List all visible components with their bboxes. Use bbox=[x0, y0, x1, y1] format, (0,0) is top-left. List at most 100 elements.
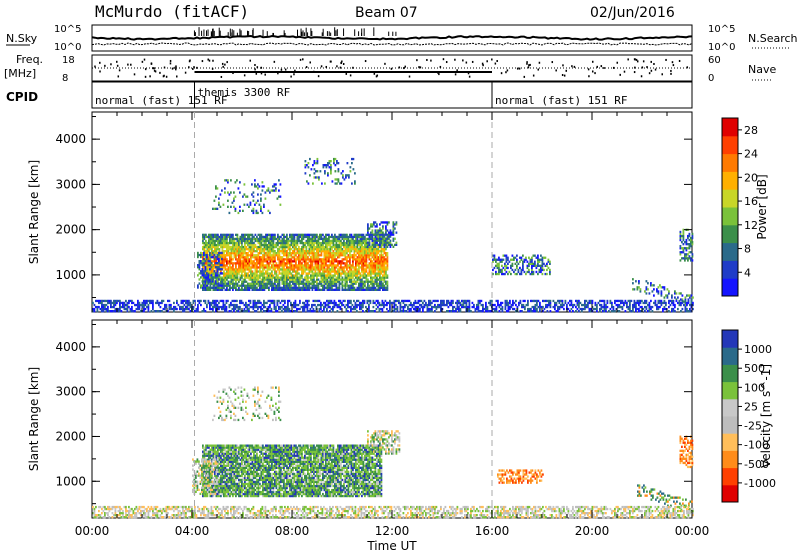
scatter-cell bbox=[335, 286, 338, 289]
scatter-cell bbox=[222, 305, 225, 309]
scatter-cell bbox=[313, 237, 315, 241]
scatter-cell bbox=[257, 301, 259, 305]
scatter-cell bbox=[346, 260, 348, 263]
scatter-cell bbox=[311, 282, 314, 285]
scatter-cell bbox=[215, 239, 218, 243]
scatter-cell bbox=[367, 245, 369, 248]
scatter-cell bbox=[467, 299, 469, 303]
freq-dot bbox=[565, 69, 568, 72]
freq-dot bbox=[127, 63, 129, 66]
scatter-cell bbox=[205, 243, 207, 247]
scatter-cell bbox=[341, 237, 344, 241]
scatter-cell bbox=[323, 256, 326, 259]
scatter-cell bbox=[298, 262, 300, 265]
scatter-cell bbox=[232, 239, 234, 243]
scatter-cell bbox=[347, 288, 350, 291]
scatter-cell bbox=[226, 286, 228, 289]
scatter-cell bbox=[305, 248, 308, 251]
scatter-cell bbox=[298, 254, 300, 257]
scatter-cell bbox=[374, 282, 377, 285]
freq-dot bbox=[207, 58, 209, 61]
scatter-cell bbox=[221, 264, 223, 267]
scatter-cell bbox=[307, 256, 309, 259]
scatter-cell bbox=[223, 266, 225, 269]
scatter-cell bbox=[224, 278, 227, 281]
scatter-cell bbox=[293, 256, 296, 259]
scatter-cell bbox=[346, 248, 348, 251]
scatter-cell bbox=[361, 286, 363, 289]
scatter-cell bbox=[371, 256, 374, 259]
scatter-cell bbox=[325, 252, 327, 255]
scatter-cell bbox=[379, 233, 381, 236]
scatter-cell bbox=[350, 299, 352, 303]
scatter-cell bbox=[370, 276, 372, 279]
scatter-cell bbox=[278, 272, 281, 275]
scatter-cell bbox=[326, 245, 329, 249]
scatter-cell bbox=[284, 270, 287, 273]
scatter-cell bbox=[220, 243, 222, 247]
scatter-cell bbox=[368, 288, 371, 291]
scatter-cell bbox=[316, 280, 318, 283]
scatter-cell bbox=[320, 245, 323, 249]
scatter-cell bbox=[338, 243, 341, 247]
scatter-cell bbox=[230, 280, 233, 283]
scatter-cell bbox=[241, 233, 243, 236]
scatter-cell bbox=[247, 284, 249, 287]
scatter-cell bbox=[387, 301, 390, 305]
scatter-cell bbox=[216, 266, 219, 269]
scatter-cell bbox=[367, 231, 369, 234]
scatter-cell bbox=[340, 274, 342, 277]
scatter-cell bbox=[334, 245, 336, 249]
scatter-cell bbox=[326, 264, 329, 267]
scatter-cell bbox=[347, 284, 350, 287]
scatter-cell bbox=[361, 266, 363, 269]
scatter-cell bbox=[254, 239, 257, 243]
scatter-cell bbox=[311, 260, 314, 263]
scatter-cell bbox=[347, 274, 350, 277]
scatter-cell bbox=[213, 301, 216, 305]
scatter-cell bbox=[212, 278, 214, 281]
scatter-cell bbox=[343, 254, 345, 257]
scatter-cell bbox=[489, 310, 492, 313]
scatter-cell bbox=[248, 288, 251, 291]
scatter-cell bbox=[287, 237, 290, 241]
scatter-cell bbox=[301, 241, 303, 245]
scatter-cell bbox=[335, 258, 338, 261]
scatter-cell bbox=[377, 272, 380, 275]
scatter-cell bbox=[320, 276, 323, 279]
scatter-cell bbox=[294, 305, 297, 309]
scatter-cell bbox=[214, 256, 216, 259]
scatter-cell bbox=[282, 299, 285, 303]
scatter-cell bbox=[329, 282, 332, 285]
scatter-cell bbox=[307, 264, 309, 267]
scatter-cell bbox=[320, 282, 323, 285]
scatter-cell bbox=[383, 239, 386, 242]
scatter-cell bbox=[302, 243, 305, 247]
scatter-cell bbox=[278, 245, 281, 249]
scatter-cell bbox=[260, 237, 263, 241]
scatter-cell bbox=[368, 248, 371, 251]
scatter-cell bbox=[238, 245, 240, 249]
scatter-cell bbox=[262, 274, 264, 277]
scatter-cell bbox=[134, 310, 136, 313]
scatter-cell bbox=[543, 256, 545, 259]
scatter-cell bbox=[286, 264, 288, 267]
scatter-cell bbox=[233, 303, 235, 307]
scatter-cell bbox=[537, 264, 539, 267]
scatter-cell bbox=[339, 301, 342, 305]
scatter-cell bbox=[230, 262, 233, 265]
scatter-cell bbox=[155, 310, 157, 313]
scatter-cell bbox=[334, 282, 336, 285]
scatter-cell bbox=[254, 272, 257, 275]
scatter-cell bbox=[316, 282, 318, 285]
scatter-cell bbox=[382, 227, 384, 230]
scatter-cell bbox=[299, 254, 302, 257]
scatter-cell bbox=[245, 303, 247, 307]
scatter-cell bbox=[265, 270, 267, 273]
scatter-cell bbox=[329, 301, 331, 305]
freq-dot bbox=[201, 60, 204, 63]
scatter-cell bbox=[138, 301, 141, 305]
scatter-cell bbox=[195, 310, 198, 313]
freq-dot bbox=[653, 62, 655, 65]
scatter-cell bbox=[206, 243, 209, 247]
